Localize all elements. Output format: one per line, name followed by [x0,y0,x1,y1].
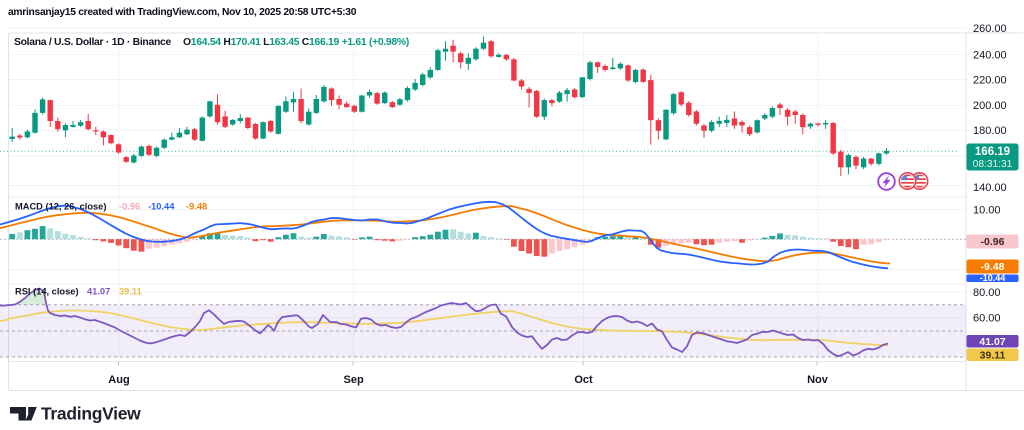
svg-text:Aug: Aug [108,374,129,386]
svg-text:08:31:31: 08:31:31 [973,159,1013,170]
svg-text:O164.54 H170.41 L163.45 C166.1: O164.54 H170.41 L163.45 C166.19 +1.61 (+… [183,37,409,48]
svg-text:220.00: 220.00 [973,74,1007,86]
svg-text:41.07: 41.07 [979,336,1005,348]
svg-text:-0.96: -0.96 [981,236,1005,248]
svg-text:-0.96: -0.96 [119,202,140,212]
svg-text:10.00: 10.00 [973,204,1001,216]
svg-text:41.07: 41.07 [87,287,110,297]
svg-text:Sep: Sep [344,374,364,386]
svg-text:39.11: 39.11 [119,287,142,297]
svg-text:-9.48: -9.48 [981,261,1005,273]
svg-text:140.00: 140.00 [973,182,1007,194]
svg-text:-9.48: -9.48 [186,202,207,212]
svg-text:260.00: 260.00 [973,23,1007,35]
svg-text:-10.44: -10.44 [148,202,175,212]
svg-text:200.00: 200.00 [973,100,1007,112]
svg-text:Nov: Nov [807,374,829,386]
svg-text:-10.44: -10.44 [980,273,1006,283]
svg-text:39.11: 39.11 [980,349,1006,361]
svg-text:Solana / U.S. Dollar · 1D · Bi: Solana / U.S. Dollar · 1D · Binance [14,37,171,48]
svg-text:240.00: 240.00 [973,49,1007,61]
svg-text:RSI (14, close): RSI (14, close) [15,287,79,297]
svg-text:Oct: Oct [574,374,593,386]
svg-text:80.00: 80.00 [973,287,1001,299]
svg-text:MACD (12, 26, close): MACD (12, 26, close) [15,202,106,212]
svg-text:166.19: 166.19 [975,146,1010,158]
svg-text:60.00: 60.00 [973,313,1001,325]
svg-text:amrinsanjay15 created with Tra: amrinsanjay15 created with TradingView.c… [8,7,357,18]
svg-text:180.00: 180.00 [973,125,1007,137]
svg-text:TradingView: TradingView [41,404,141,424]
